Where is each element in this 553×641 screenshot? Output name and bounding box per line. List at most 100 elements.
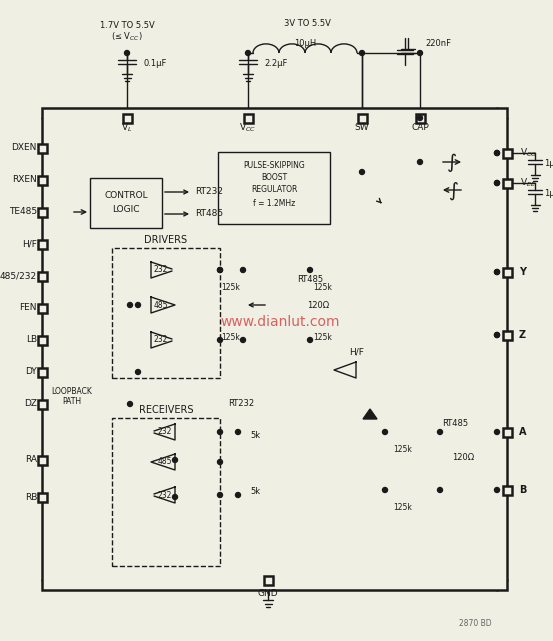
Circle shape bbox=[241, 267, 246, 272]
Bar bbox=[123, 113, 132, 122]
Text: PULSE-SKIPPING: PULSE-SKIPPING bbox=[243, 162, 305, 171]
Text: (≤ V$_{CC}$): (≤ V$_{CC}$) bbox=[111, 31, 143, 43]
Circle shape bbox=[494, 488, 499, 492]
Circle shape bbox=[437, 488, 442, 492]
Text: DXEN: DXEN bbox=[12, 144, 37, 153]
Bar bbox=[38, 399, 46, 408]
Bar bbox=[357, 113, 367, 122]
Text: 1µF: 1µF bbox=[544, 188, 553, 197]
Circle shape bbox=[217, 429, 222, 435]
Text: 125k: 125k bbox=[393, 503, 412, 512]
Text: 232: 232 bbox=[158, 428, 172, 437]
Text: LOOPBACK: LOOPBACK bbox=[51, 388, 92, 397]
Bar bbox=[503, 178, 512, 188]
Text: Z: Z bbox=[519, 330, 526, 340]
Circle shape bbox=[173, 458, 178, 463]
Text: H/F: H/F bbox=[349, 347, 364, 356]
Circle shape bbox=[135, 303, 140, 308]
Circle shape bbox=[128, 303, 133, 308]
Text: 120Ω: 120Ω bbox=[452, 453, 474, 463]
Text: 485: 485 bbox=[158, 458, 172, 467]
Text: H/F: H/F bbox=[22, 240, 37, 249]
Text: V$_{CO}$: V$_{CO}$ bbox=[520, 147, 538, 159]
Text: GND: GND bbox=[258, 588, 278, 597]
Circle shape bbox=[217, 460, 222, 465]
Bar bbox=[243, 113, 253, 122]
Text: 485/232: 485/232 bbox=[0, 272, 37, 281]
Text: V$_{CC}$: V$_{CC}$ bbox=[239, 122, 257, 134]
Text: RECEIVERS: RECEIVERS bbox=[139, 405, 193, 415]
Text: 232: 232 bbox=[158, 490, 172, 499]
Text: CONTROL: CONTROL bbox=[104, 192, 148, 201]
Text: 125k: 125k bbox=[393, 444, 412, 453]
Circle shape bbox=[494, 151, 499, 156]
Text: 2870 BD: 2870 BD bbox=[460, 619, 492, 628]
Text: LOGIC: LOGIC bbox=[112, 206, 140, 215]
Text: 0.1µF: 0.1µF bbox=[143, 60, 166, 69]
Circle shape bbox=[383, 488, 388, 492]
Circle shape bbox=[236, 492, 241, 497]
Circle shape bbox=[494, 151, 499, 156]
Text: V$_{EE}$: V$_{EE}$ bbox=[520, 177, 536, 189]
Circle shape bbox=[147, 429, 153, 435]
Text: CAP: CAP bbox=[411, 124, 429, 133]
Circle shape bbox=[236, 429, 241, 435]
Bar bbox=[38, 240, 46, 249]
Text: 1µF: 1µF bbox=[544, 158, 553, 167]
Text: RT485: RT485 bbox=[297, 276, 323, 285]
Text: 5k: 5k bbox=[250, 487, 260, 495]
Text: RT232: RT232 bbox=[195, 188, 223, 197]
Text: Y: Y bbox=[519, 267, 526, 277]
Circle shape bbox=[418, 51, 422, 56]
Circle shape bbox=[359, 169, 364, 174]
Circle shape bbox=[418, 115, 422, 121]
Text: 3V TO 5.5V: 3V TO 5.5V bbox=[284, 19, 331, 28]
Circle shape bbox=[494, 181, 499, 185]
Text: 5k: 5k bbox=[250, 431, 260, 440]
Circle shape bbox=[383, 429, 388, 435]
Circle shape bbox=[246, 51, 251, 56]
Text: A: A bbox=[519, 427, 526, 437]
Circle shape bbox=[494, 269, 499, 274]
Circle shape bbox=[494, 333, 499, 338]
Bar bbox=[38, 367, 46, 376]
Circle shape bbox=[173, 267, 179, 273]
Text: 125k: 125k bbox=[221, 333, 240, 342]
Circle shape bbox=[494, 429, 499, 435]
Circle shape bbox=[173, 494, 178, 499]
Text: 10µH: 10µH bbox=[294, 38, 316, 47]
Text: LB: LB bbox=[26, 335, 37, 344]
Circle shape bbox=[217, 267, 222, 272]
Bar bbox=[38, 492, 46, 501]
Bar bbox=[38, 303, 46, 313]
Bar bbox=[112, 418, 220, 566]
Text: 232: 232 bbox=[154, 335, 168, 344]
Circle shape bbox=[173, 337, 179, 343]
Circle shape bbox=[494, 269, 499, 274]
Circle shape bbox=[128, 401, 133, 406]
Text: www.dianlut.com: www.dianlut.com bbox=[220, 315, 340, 329]
Text: PATH: PATH bbox=[62, 397, 81, 406]
Bar bbox=[90, 178, 162, 228]
Bar bbox=[38, 208, 46, 217]
Circle shape bbox=[135, 369, 140, 374]
Text: 125k: 125k bbox=[313, 333, 332, 342]
Text: RB: RB bbox=[25, 492, 37, 501]
Text: RT485: RT485 bbox=[195, 210, 223, 219]
Circle shape bbox=[82, 400, 98, 416]
Bar bbox=[503, 485, 512, 494]
Bar bbox=[38, 272, 46, 281]
Circle shape bbox=[494, 333, 499, 338]
Text: 232: 232 bbox=[154, 265, 168, 274]
Bar bbox=[503, 149, 512, 158]
Text: V$_L$: V$_L$ bbox=[121, 122, 133, 134]
Text: 2.2µF: 2.2µF bbox=[264, 60, 288, 69]
Text: BOOST: BOOST bbox=[261, 174, 287, 183]
Text: DZ: DZ bbox=[24, 399, 37, 408]
Text: f = 1.2MHz: f = 1.2MHz bbox=[253, 199, 295, 208]
Text: 1.7V TO 5.5V: 1.7V TO 5.5V bbox=[100, 22, 154, 31]
Circle shape bbox=[217, 492, 222, 497]
Bar bbox=[503, 428, 512, 437]
Text: DY: DY bbox=[25, 367, 37, 376]
Circle shape bbox=[359, 51, 364, 56]
